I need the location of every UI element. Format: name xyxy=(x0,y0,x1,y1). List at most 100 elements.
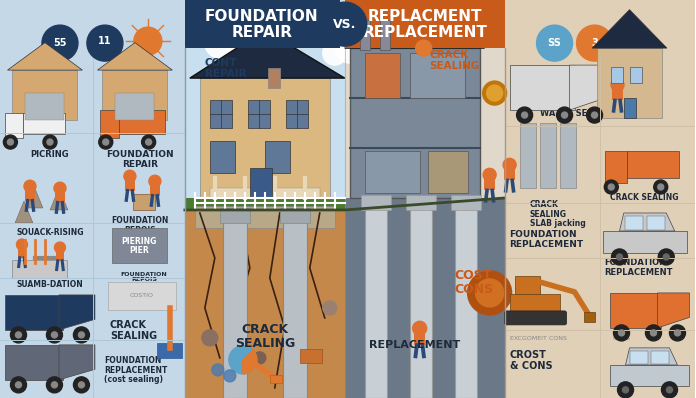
FancyBboxPatch shape xyxy=(264,141,290,173)
FancyBboxPatch shape xyxy=(108,282,176,310)
Circle shape xyxy=(592,112,598,118)
Circle shape xyxy=(149,175,161,187)
Polygon shape xyxy=(97,43,173,70)
Text: CRACK
SEALING: CRACK SEALING xyxy=(429,50,480,71)
Circle shape xyxy=(487,85,503,101)
FancyBboxPatch shape xyxy=(116,93,155,120)
FancyBboxPatch shape xyxy=(414,331,425,345)
FancyBboxPatch shape xyxy=(509,294,560,316)
FancyBboxPatch shape xyxy=(406,195,436,210)
Text: 55: 55 xyxy=(53,38,67,48)
FancyBboxPatch shape xyxy=(102,70,167,120)
Text: FOUNDATION
REPOIS
(& piering): FOUNDATION REPOIS (& piering) xyxy=(111,216,168,244)
Text: EXCGOMEIT CONS: EXCGOMEIT CONS xyxy=(509,336,567,341)
FancyBboxPatch shape xyxy=(133,194,155,210)
FancyBboxPatch shape xyxy=(248,100,270,128)
Text: COSTIO: COSTIO xyxy=(130,293,154,298)
Polygon shape xyxy=(8,43,82,70)
Circle shape xyxy=(47,327,63,343)
Circle shape xyxy=(224,370,236,382)
Polygon shape xyxy=(592,10,667,48)
Circle shape xyxy=(658,184,664,190)
Circle shape xyxy=(74,327,89,343)
Circle shape xyxy=(15,382,22,388)
FancyBboxPatch shape xyxy=(520,123,536,188)
Circle shape xyxy=(3,135,17,149)
Circle shape xyxy=(47,139,53,145)
Polygon shape xyxy=(619,213,674,231)
Circle shape xyxy=(202,330,218,346)
FancyBboxPatch shape xyxy=(209,141,235,173)
Circle shape xyxy=(413,321,427,335)
FancyBboxPatch shape xyxy=(410,53,465,98)
Text: WATER SEACING: WATER SEACING xyxy=(539,109,617,118)
Circle shape xyxy=(246,26,274,54)
Circle shape xyxy=(562,112,567,118)
Circle shape xyxy=(103,139,109,145)
Text: SOUACK-RISING: SOUACK-RISING xyxy=(16,228,84,237)
Polygon shape xyxy=(658,293,690,328)
Circle shape xyxy=(8,139,13,145)
FancyBboxPatch shape xyxy=(185,198,345,210)
FancyBboxPatch shape xyxy=(0,0,185,398)
Circle shape xyxy=(612,249,628,265)
FancyBboxPatch shape xyxy=(270,375,282,383)
Circle shape xyxy=(654,180,667,194)
Polygon shape xyxy=(59,345,95,380)
FancyBboxPatch shape xyxy=(195,206,335,228)
FancyBboxPatch shape xyxy=(345,0,505,48)
FancyBboxPatch shape xyxy=(209,100,232,128)
Text: COST
CONS: COST CONS xyxy=(454,269,493,297)
Circle shape xyxy=(619,330,624,336)
Text: VS.: VS. xyxy=(333,18,356,31)
Circle shape xyxy=(613,325,629,341)
Circle shape xyxy=(667,387,672,393)
Polygon shape xyxy=(25,186,43,208)
Circle shape xyxy=(54,182,66,194)
Text: CONS: CONS xyxy=(612,336,631,341)
FancyBboxPatch shape xyxy=(55,191,65,203)
Circle shape xyxy=(576,25,612,61)
Circle shape xyxy=(670,325,686,341)
FancyBboxPatch shape xyxy=(505,168,515,180)
Circle shape xyxy=(42,25,78,61)
FancyBboxPatch shape xyxy=(605,151,627,183)
Text: CONT
REPAIR: CONT REPAIR xyxy=(205,58,246,79)
Circle shape xyxy=(54,242,65,253)
FancyBboxPatch shape xyxy=(125,179,135,191)
FancyBboxPatch shape xyxy=(157,343,182,358)
FancyBboxPatch shape xyxy=(505,0,695,398)
FancyBboxPatch shape xyxy=(345,0,505,398)
Circle shape xyxy=(229,346,257,374)
FancyBboxPatch shape xyxy=(630,67,642,83)
Text: FOUNDATION
REPOIS
(& social piering): FOUNDATION REPOIS (& social piering) xyxy=(113,272,174,288)
FancyBboxPatch shape xyxy=(26,93,65,120)
FancyBboxPatch shape xyxy=(509,65,575,110)
Circle shape xyxy=(134,27,162,55)
Text: PIERING
PIER: PIERING PIER xyxy=(121,237,157,255)
FancyBboxPatch shape xyxy=(13,70,77,120)
Text: FOUNDATION
REPAIR: FOUNDATION REPAIR xyxy=(205,8,319,40)
Circle shape xyxy=(323,301,337,315)
Circle shape xyxy=(503,158,516,171)
Circle shape xyxy=(145,139,152,145)
FancyBboxPatch shape xyxy=(450,195,481,210)
Circle shape xyxy=(587,107,603,123)
Circle shape xyxy=(483,168,496,181)
Circle shape xyxy=(43,135,57,149)
Circle shape xyxy=(608,184,615,190)
Circle shape xyxy=(24,180,36,192)
Text: CRACK
SEALING: CRACK SEALING xyxy=(235,323,295,350)
Text: FOUNDATION
REPAIR: FOUNDATION REPAIR xyxy=(106,150,174,169)
FancyBboxPatch shape xyxy=(220,208,250,223)
Circle shape xyxy=(323,41,347,65)
Circle shape xyxy=(79,382,84,388)
FancyBboxPatch shape xyxy=(505,311,567,325)
FancyBboxPatch shape xyxy=(610,67,622,83)
Circle shape xyxy=(142,135,156,149)
Circle shape xyxy=(212,364,224,376)
Circle shape xyxy=(651,330,656,336)
Circle shape xyxy=(79,332,84,338)
FancyBboxPatch shape xyxy=(410,198,432,398)
FancyBboxPatch shape xyxy=(185,0,345,398)
